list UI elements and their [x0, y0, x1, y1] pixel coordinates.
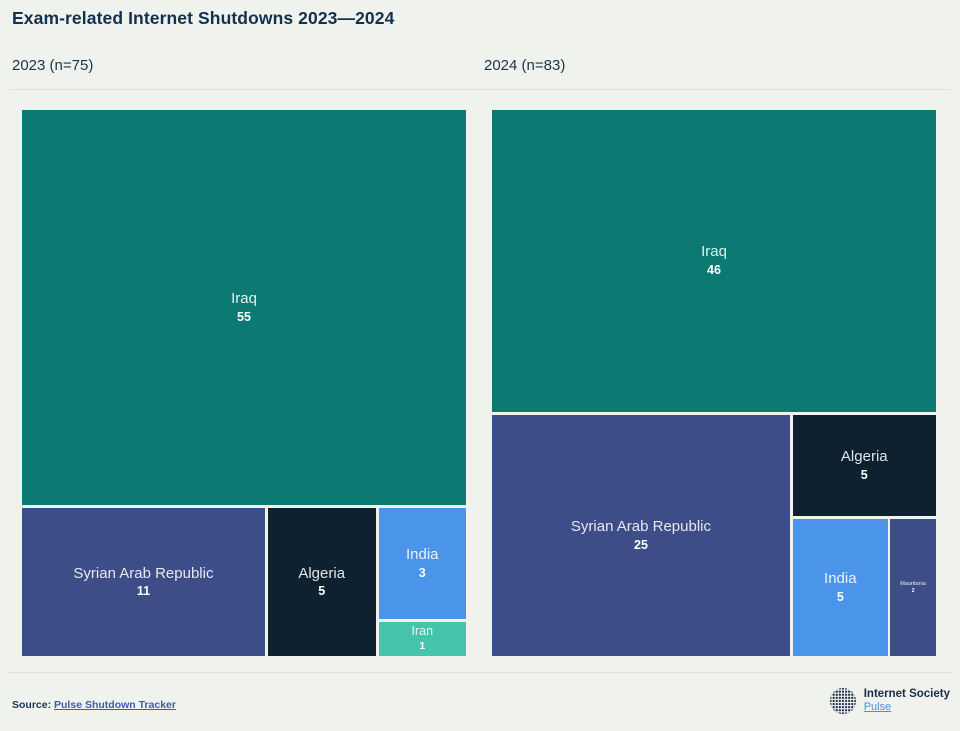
block-value-label: 1: [419, 639, 426, 652]
block-value-label: 11: [136, 584, 151, 599]
panel-header-2023: 2023 (n=75): [12, 57, 94, 74]
block-country-label: Syrian Arab Republic: [570, 518, 711, 536]
block-value-label: 5: [318, 584, 326, 599]
block-value-label: 25: [634, 537, 648, 552]
treemap-2024: Iraq 46 Syrian Arab Republic 25 Algeria 5 Indi…: [492, 110, 936, 656]
block-country-label: Iraq: [231, 289, 257, 307]
block-country-label: India: [405, 545, 439, 563]
logo-title: Internet Society: [863, 688, 950, 701]
block-value-label: 2: [911, 587, 915, 594]
block-value-label: 5: [836, 589, 844, 604]
logo-pulse-link[interactable]: Pulse: [863, 701, 892, 714]
header-divider: [10, 89, 950, 90]
block-country-label: Algeria: [298, 564, 346, 582]
treemap-block-mauritania-2024[interactable]: Mauritania 2: [890, 518, 936, 656]
block-value-label: 3: [418, 565, 426, 580]
block-country-label: Mauritania: [900, 580, 926, 587]
block-value-label: 46: [707, 263, 721, 278]
panel-header-2024: 2024 (n=83): [484, 57, 566, 74]
block-country-label: India: [824, 569, 857, 587]
treemap-block-syrian-arab-republic-2023[interactable]: Syrian Arab Republic 11: [22, 508, 265, 656]
treemap-block-india-2023[interactable]: India 3: [378, 508, 466, 619]
block-country-label: Iran: [411, 624, 434, 639]
treemap-block-algeria-2023[interactable]: Algeria 5: [267, 508, 376, 656]
source-link[interactable]: Pulse Shutdown Tracker: [54, 699, 176, 711]
internet-society-globe-icon: [829, 688, 856, 714]
source-label: Source:: [12, 699, 52, 711]
treemap-block-india-2024[interactable]: India 5: [792, 518, 889, 656]
block-country-label: Iraq: [701, 243, 727, 261]
footer-divider: [8, 672, 952, 673]
page-title: Exam-related Internet Shutdowns 2023—202…: [12, 8, 395, 28]
source-line: Source: Pulse Shutdown Tracker: [12, 699, 176, 711]
treemap-block-iraq-2023[interactable]: Iraq 55: [22, 110, 466, 505]
treemap-block-algeria-2024[interactable]: Algeria 5: [792, 415, 936, 517]
logo-text: Internet Society Pulse: [864, 688, 950, 714]
block-value-label: 5: [860, 467, 868, 482]
internet-society-pulse-logo: Internet Society Pulse: [829, 687, 950, 715]
block-country-label: Algeria: [840, 448, 888, 466]
treemap-2023: Iraq 55 Syrian Arab Republic 11 Algeria 5 Indi…: [22, 110, 466, 656]
treemap-block-iraq-2024[interactable]: Iraq 46: [492, 110, 936, 412]
treemap-block-syrian-arab-republic-2024[interactable]: Syrian Arab Republic 25: [492, 415, 790, 656]
block-value-label: 55: [237, 309, 251, 324]
treemap-block-iran-2023[interactable]: Iran 1: [378, 621, 466, 656]
block-country-label: Syrian Arab Republic: [73, 564, 214, 582]
